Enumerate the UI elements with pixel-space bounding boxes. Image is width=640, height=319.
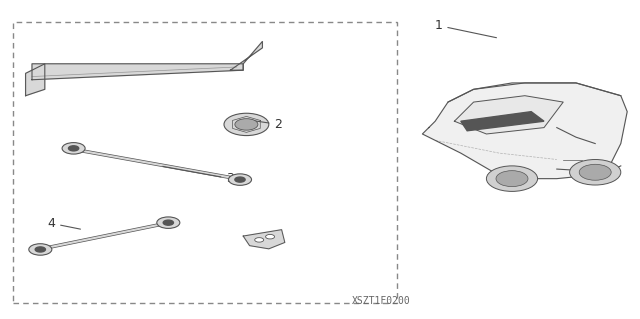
Polygon shape (26, 64, 45, 96)
Text: 1: 1 (435, 19, 497, 38)
Bar (13, 22, 397, 303)
Circle shape (68, 146, 79, 151)
Polygon shape (422, 83, 627, 179)
Polygon shape (454, 96, 563, 134)
Circle shape (579, 164, 611, 180)
Circle shape (35, 247, 45, 252)
Polygon shape (32, 64, 243, 80)
Polygon shape (230, 41, 262, 70)
Circle shape (62, 143, 85, 154)
Circle shape (29, 244, 52, 255)
Circle shape (235, 119, 258, 130)
Circle shape (157, 217, 180, 228)
Circle shape (163, 220, 173, 225)
Circle shape (496, 171, 528, 187)
Circle shape (486, 166, 538, 191)
Text: 3: 3 (163, 167, 234, 185)
Circle shape (570, 160, 621, 185)
Circle shape (255, 238, 264, 242)
Text: 4: 4 (47, 217, 81, 230)
Circle shape (266, 234, 275, 239)
Text: XSZT1F0200: XSZT1F0200 (351, 296, 410, 306)
Circle shape (235, 177, 245, 182)
Polygon shape (461, 112, 544, 131)
Circle shape (224, 113, 269, 136)
Text: 2: 2 (249, 118, 282, 131)
Polygon shape (243, 230, 285, 249)
Circle shape (228, 174, 252, 185)
